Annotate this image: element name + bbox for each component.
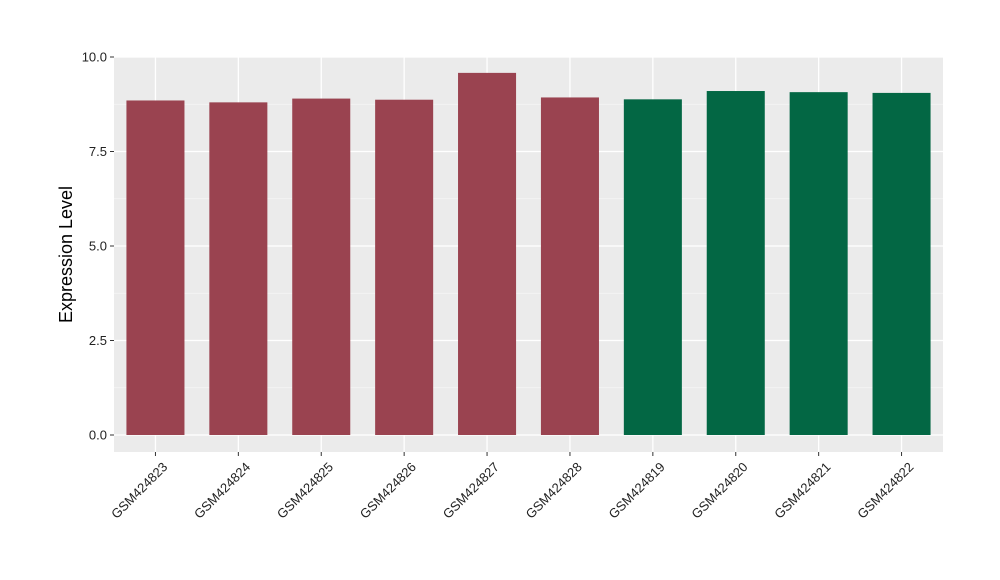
bar (789, 92, 848, 435)
x-tick-label: GSM424820 (688, 459, 750, 521)
y-tick-label: 2.5 (89, 333, 107, 348)
y-axis: 0.0 2.5 5.0 7.5 10.0 (82, 50, 114, 442)
x-tick-label: GSM424824 (191, 459, 253, 521)
y-tick-label: 7.5 (89, 144, 107, 159)
x-tick-label: GSM424821 (771, 459, 833, 521)
bar (623, 99, 682, 435)
y-tick-label: 0.0 (89, 427, 107, 442)
x-axis: GSM424823 GSM424824 GSM424825 GSM424826 GSM4… (108, 452, 916, 522)
x-tick-label: GSM424822 (854, 459, 916, 521)
y-tick-label: 5.0 (89, 238, 107, 253)
bar (292, 98, 351, 435)
y-tick-label: 10.0 (82, 50, 107, 65)
bar (126, 100, 185, 435)
y-axis-title: Expression Level (56, 186, 76, 323)
bar (375, 99, 434, 435)
bar (872, 92, 931, 435)
x-tick-label: GSM424823 (108, 459, 170, 521)
x-tick-label: GSM424819 (606, 459, 668, 521)
bar (540, 97, 599, 435)
bar (458, 72, 517, 435)
x-tick-label: GSM424827 (440, 459, 502, 521)
x-tick-label: GSM424826 (357, 459, 419, 521)
bar (209, 102, 268, 435)
x-tick-label: GSM424825 (274, 459, 336, 521)
bar (706, 91, 765, 435)
x-tick-label: GSM424828 (523, 459, 585, 521)
bars (126, 72, 931, 435)
